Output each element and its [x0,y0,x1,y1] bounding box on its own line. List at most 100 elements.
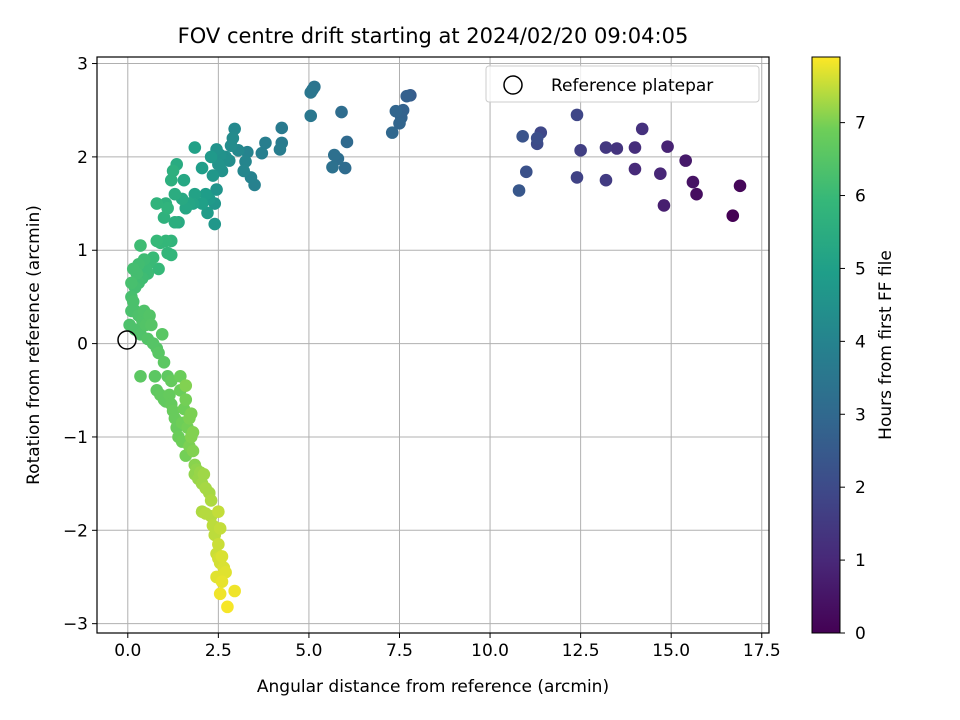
data-point [686,175,700,189]
data-point [228,122,241,136]
data-point [184,407,198,420]
data-point [635,122,649,136]
data-point [163,388,176,402]
data-point [570,171,584,184]
x-tick-label: 0.0 [114,641,141,661]
colorbar-tick-label: 0 [855,624,866,644]
data-point [197,467,211,481]
colorbar-tick-label: 4 [855,332,866,352]
data-point [239,155,252,168]
data-point [177,173,191,187]
x-tick-label: 5.0 [295,641,322,661]
y-tick-label: 0 [77,335,88,355]
colorbar-tick-label: 6 [855,187,866,207]
data-point [157,355,171,369]
data-point [654,167,667,180]
colorbar-tick-label: 2 [855,478,866,498]
data-point [186,444,200,458]
colorbar-label: Hours from first FF file [876,250,896,440]
data-point [690,187,703,201]
data-point [143,309,156,322]
x-axis-ticks: 0.0 2.5 5.0 7.5 10.0 12.5 15.0 17.5 [114,633,781,661]
data-point [213,522,227,535]
colorbar-tick-label: 5 [855,259,866,279]
data-point [215,550,229,563]
colorbar-ticks: 0 1 2 3 4 5 6 7 [840,114,866,644]
data-point [204,494,218,507]
data-point [164,173,178,187]
data-point [206,169,220,182]
data-point [610,142,624,155]
data-point [275,121,289,135]
colorbar-tick-label: 1 [855,551,866,571]
data-point [152,262,165,276]
data-point [195,161,209,175]
data-point [519,165,533,179]
data-point [679,154,692,167]
data-point [255,146,269,160]
data-point [179,379,193,392]
legend: Reference platepar [485,65,760,103]
data-point [161,246,174,260]
data-point [574,144,587,157]
x-tick-label: 12.5 [562,641,600,661]
data-point [150,197,164,210]
data-point [188,187,202,201]
data-point [168,215,182,229]
data-point [224,139,238,152]
data-point [126,262,140,276]
scatter-points [123,80,747,614]
legend-box [485,65,760,103]
y-tick-label: 3 [77,55,88,75]
data-point [327,148,341,162]
data-point [213,587,227,601]
y-tick-label: −1 [63,428,88,448]
data-point [335,105,348,119]
data-point [174,369,187,383]
y-tick-label: −2 [63,521,88,541]
colorbar-tick-label: 7 [855,114,866,134]
data-point [212,505,225,518]
data-point [215,575,229,588]
reference-platepar-marker [117,330,137,350]
data-point [599,141,613,154]
data-point [661,140,674,153]
x-tick-label: 15.0 [652,641,690,661]
y-tick-label: 2 [77,148,88,168]
data-point [726,209,740,223]
data-point [326,160,339,174]
legend-marker [503,75,523,95]
data-point [126,295,140,308]
data-point [166,164,180,178]
data-point [237,164,251,178]
y-axis-ticks: −3 −2 −1 0 1 2 3 [63,55,97,635]
colorbar [811,56,841,634]
x-tick-label: 17.5 [743,641,781,661]
data-point [657,199,671,212]
data-point [338,161,352,175]
chart-title: FOV centre drift starting at 2024/02/20 … [178,24,689,48]
plot-frame [96,56,770,634]
x-tick-label: 7.5 [386,641,413,661]
y-tick-label: −3 [63,615,88,635]
data-point [201,206,214,220]
data-point [134,369,147,383]
data-point [155,327,169,341]
data-point [599,173,613,187]
data-point [134,239,147,252]
data-point [340,135,354,149]
colorbar-tick-label: 3 [855,405,866,425]
x-tick-label: 10.0 [471,641,509,661]
data-point [273,143,287,156]
data-point [161,201,174,215]
data-point [530,131,544,145]
data-point [259,136,272,150]
x-tick-label: 2.5 [205,641,232,661]
data-point [512,184,526,197]
data-point [208,217,222,231]
data-point [570,108,584,122]
data-point [385,126,399,139]
x-axis-label: Angular distance from reference (arcmin) [257,677,609,697]
data-point [145,318,158,332]
data-point [516,130,529,143]
